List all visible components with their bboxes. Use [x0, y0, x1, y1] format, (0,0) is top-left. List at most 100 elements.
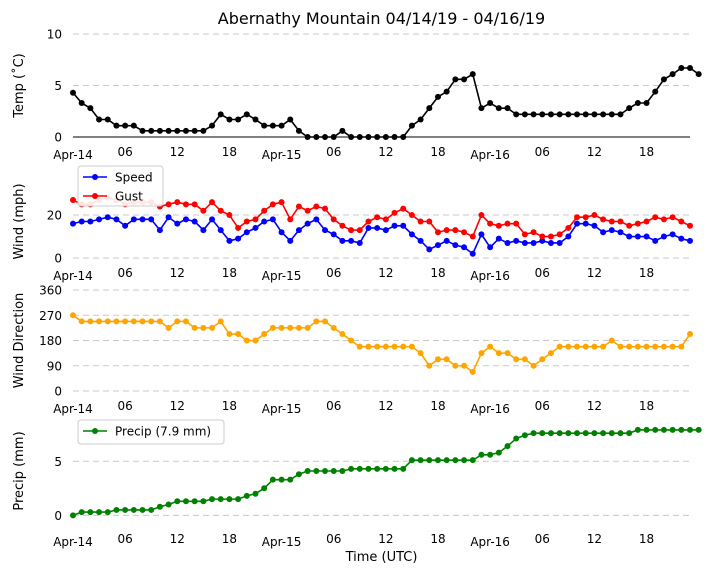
x-tick-label: 06: [535, 145, 550, 159]
data-point: [104, 509, 111, 516]
data-point: [678, 64, 685, 71]
data-point: [87, 105, 94, 112]
data-point: [652, 214, 659, 221]
data-point: [330, 231, 337, 238]
data-point: [139, 318, 146, 325]
data-point: [408, 457, 415, 464]
data-point: [235, 235, 242, 242]
data-point: [487, 100, 494, 107]
data-point: [348, 227, 355, 234]
data-point: [504, 220, 511, 227]
data-point: [261, 331, 268, 338]
data-point: [539, 430, 546, 437]
x-tick-label: 12: [378, 532, 393, 546]
x-tick-label: 18: [430, 266, 445, 280]
data-point: [330, 468, 337, 474]
y-tick-label: 180: [39, 334, 62, 348]
data-point: [235, 331, 242, 338]
data-point: [513, 111, 520, 118]
data-point: [191, 218, 198, 225]
data-point: [669, 71, 676, 78]
data-point: [452, 457, 459, 464]
data-point: [122, 506, 129, 513]
x-axis-label: Time (UTC): [345, 550, 418, 565]
legend-label: Speed: [115, 171, 153, 185]
data-point: [322, 318, 329, 325]
data-point: [669, 426, 676, 433]
data-point: [417, 457, 424, 464]
data-point: [252, 337, 259, 344]
x-tick-label: Apr-16: [470, 402, 510, 416]
x-tick-label: 18: [639, 266, 654, 280]
chart-panel-3: 0 90 180 270 360 Wind Direction Apr-14 06 12 18 Ap…: [12, 284, 693, 416]
data-point: [313, 216, 320, 223]
data-point: [687, 331, 693, 338]
data-point: [530, 430, 537, 437]
data-point: [330, 134, 337, 140]
data-point: [487, 451, 494, 458]
data-point: [191, 201, 198, 208]
data-point: [408, 122, 415, 129]
x-tick-label: 12: [170, 266, 185, 280]
data-point: [478, 231, 485, 238]
data-point: [513, 220, 520, 227]
data-point: [113, 122, 120, 129]
x-tick-label: 18: [222, 532, 237, 546]
data-point: [382, 343, 389, 350]
chart-panel-4: 0 5 Precip (mm) Apr-14 06 12 18 Apr-15 06 12 18 Apr…: [12, 419, 702, 565]
data-point: [443, 457, 450, 464]
data-point: [513, 237, 520, 244]
data-point: [434, 93, 441, 100]
data-point: [495, 350, 502, 357]
data-point: [304, 324, 311, 331]
data-point: [469, 368, 476, 375]
data-point: [504, 350, 511, 357]
data-point: [487, 343, 494, 350]
data-point: [269, 216, 276, 223]
legend-swatch-marker: [92, 428, 98, 434]
data-point: [174, 498, 181, 505]
y-tick-label: 360: [39, 284, 62, 298]
data-point: [452, 227, 459, 234]
x-tick-label: 12: [587, 399, 602, 413]
x-tick-label: 18: [222, 145, 237, 159]
data-point: [269, 201, 276, 208]
data-point: [634, 100, 641, 107]
data-point: [521, 231, 528, 238]
data-point: [582, 220, 589, 227]
data-point: [78, 100, 85, 107]
data-point: [356, 134, 363, 140]
data-point: [96, 216, 103, 223]
data-point: [400, 134, 407, 140]
data-point: [130, 122, 137, 129]
data-point: [469, 71, 476, 78]
data-point: [478, 350, 485, 357]
data-point: [165, 324, 172, 331]
data-point: [495, 449, 502, 456]
data-point: [391, 343, 398, 350]
data-point: [322, 468, 329, 474]
data-point: [269, 476, 276, 483]
x-tick-label: Apr-15: [262, 269, 302, 283]
data-point: [252, 116, 259, 123]
data-point: [252, 490, 259, 497]
data-point: [565, 233, 572, 240]
data-point: [278, 229, 285, 236]
series-line-wind: [72, 314, 691, 373]
data-point: [600, 430, 607, 437]
data-point: [678, 426, 685, 433]
data-point: [574, 214, 581, 221]
data-point: [434, 229, 441, 236]
data-point: [70, 512, 76, 519]
data-point: [426, 246, 433, 253]
data-point: [365, 343, 372, 350]
data-point: [148, 318, 155, 325]
data-point: [556, 239, 563, 246]
data-point: [148, 506, 155, 513]
data-point: [461, 457, 468, 464]
data-point: [695, 71, 702, 78]
legend-swatch-marker: [92, 174, 98, 180]
data-point: [574, 430, 581, 437]
data-point: [495, 235, 502, 242]
